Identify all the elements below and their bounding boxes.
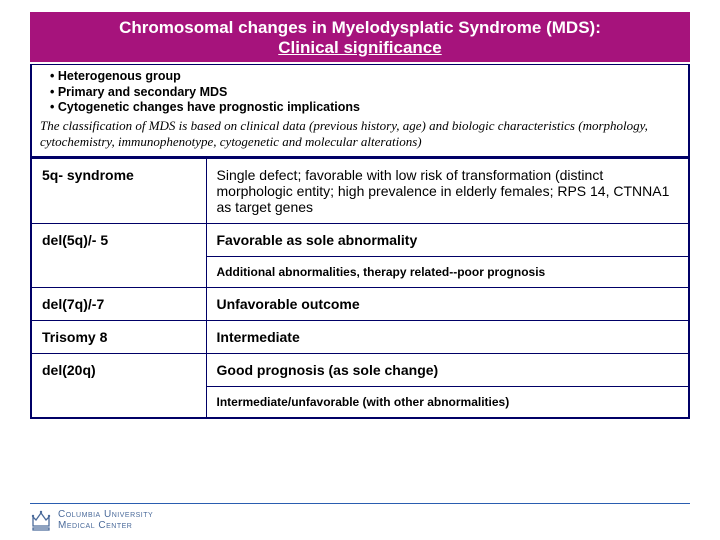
footer-divider	[30, 503, 690, 504]
table-row: del(5q)/- 5 Favorable as sole abnormalit…	[31, 224, 689, 288]
title-line2: Clinical significance	[40, 38, 680, 58]
row-text: Unfavorable outcome	[206, 288, 689, 321]
footer: Columbia University Medical Center	[30, 497, 690, 532]
row-text: Good prognosis (as sole change)	[217, 362, 679, 378]
footer-line2: Medical Center	[58, 520, 153, 531]
bullet-1: • Heterogenous group	[50, 69, 680, 85]
row-label: del(5q)/- 5	[31, 224, 206, 288]
row-label: del(20q)	[31, 354, 206, 419]
table-row: del(20q) Good prognosis (as sole change)…	[31, 354, 689, 419]
row-label: del(7q)/-7	[31, 288, 206, 321]
title-line1: Chromosomal changes in Myelodysplatic Sy…	[40, 18, 680, 38]
table-row: Trisomy 8 Intermediate	[31, 321, 689, 354]
row-text: Single defect; favorable with low risk o…	[206, 159, 689, 224]
row-cell: Favorable as sole abnormality Additional…	[206, 224, 689, 288]
row-text: Favorable as sole abnormality	[217, 232, 679, 248]
main-table: 5q- syndrome Single defect; favorable wi…	[30, 158, 690, 419]
row-subtext: Additional abnormalities, therapy relate…	[207, 256, 689, 287]
table-row: del(7q)/-7 Unfavorable outcome	[31, 288, 689, 321]
title-bar: Chromosomal changes in Myelodysplatic Sy…	[30, 12, 690, 64]
logo-text: Columbia University Medical Center	[58, 509, 153, 531]
row-cell: Good prognosis (as sole change) Intermed…	[206, 354, 689, 419]
row-text: Intermediate	[206, 321, 689, 354]
intro-box: • Heterogenous group • Primary and secon…	[30, 64, 690, 158]
row-label: 5q- syndrome	[31, 159, 206, 224]
row-label: Trisomy 8	[31, 321, 206, 354]
crown-icon	[30, 508, 52, 532]
footer-line1: Columbia University	[58, 509, 153, 520]
intro-note: The classification of MDS is based on cl…	[40, 118, 680, 151]
row-subtext: Intermediate/unfavorable (with other abn…	[207, 386, 689, 417]
bullet-2: • Primary and secondary MDS	[50, 85, 680, 101]
bullet-3: • Cytogenetic changes have prognostic im…	[50, 100, 680, 116]
logo-row: Columbia University Medical Center	[30, 508, 690, 532]
table-row: 5q- syndrome Single defect; favorable wi…	[31, 159, 689, 224]
